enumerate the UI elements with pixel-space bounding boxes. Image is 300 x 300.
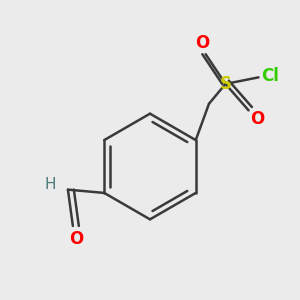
Text: H: H bbox=[45, 177, 56, 192]
Text: O: O bbox=[195, 34, 209, 52]
Text: O: O bbox=[69, 230, 83, 247]
Text: O: O bbox=[250, 110, 264, 128]
Text: S: S bbox=[220, 75, 232, 93]
Text: Cl: Cl bbox=[261, 67, 279, 85]
